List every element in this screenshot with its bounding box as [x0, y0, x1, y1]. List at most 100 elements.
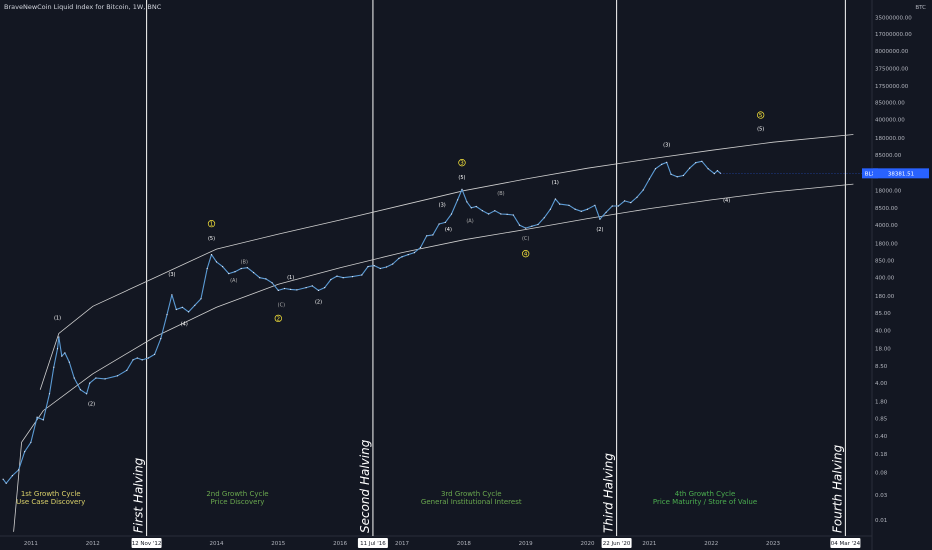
wave-label: (1)	[54, 315, 61, 321]
y-tick-label: 8500.00	[875, 206, 898, 212]
halving-label: Second Halving	[358, 439, 372, 533]
price-point	[689, 167, 691, 169]
price-point	[48, 393, 51, 395]
price-point	[537, 223, 539, 226]
price-point	[413, 252, 415, 254]
price-point	[401, 256, 403, 258]
wave-label: (1)	[287, 275, 294, 281]
price-point	[188, 311, 190, 313]
price-point	[599, 218, 601, 220]
price-point	[132, 359, 134, 361]
channel-lower-curve	[13, 183, 854, 532]
price-series-line	[2, 160, 721, 484]
cycle-subtitle: General Institutional Interest	[421, 498, 522, 506]
price-tag-box	[873, 168, 929, 179]
price-point	[154, 353, 156, 355]
price-point	[166, 314, 168, 316]
price-point	[385, 266, 388, 268]
price-point	[171, 294, 173, 296]
y-tick-label: 400000.00	[875, 118, 905, 124]
price-point	[64, 352, 66, 354]
price-point	[470, 207, 472, 209]
price-point	[676, 176, 678, 178]
price-point	[407, 254, 409, 256]
price-point	[373, 265, 375, 267]
price-point	[200, 298, 202, 300]
price-point	[580, 210, 582, 212]
y-tick-label: 0.08	[875, 471, 888, 477]
price-point	[594, 204, 596, 206]
x-tick-label: 2014	[209, 541, 223, 547]
wave-label: 3	[460, 161, 464, 167]
y-tick-label: 0.85	[875, 417, 888, 423]
price-point	[654, 168, 657, 170]
wave-circle-marker	[207, 219, 216, 228]
wave-label: 1	[210, 222, 214, 228]
price-point	[116, 375, 119, 377]
price-point	[18, 469, 20, 471]
price-point	[475, 205, 477, 208]
wave-label: (4)	[723, 198, 730, 204]
price-point	[58, 336, 60, 338]
wave-label: (B)	[497, 191, 504, 197]
price-point	[5, 482, 7, 484]
price-point	[215, 261, 218, 263]
cycle-subtitle: Price Maturity / Store of Value	[653, 498, 757, 506]
halving-label: Fourth Halving	[830, 444, 844, 533]
y-tick-label: 8.50	[875, 364, 888, 370]
price-point	[568, 204, 570, 206]
x-tick-label: 2015	[271, 541, 285, 547]
x-tick-label: 2018	[457, 541, 471, 547]
price-point	[559, 203, 561, 205]
price-point	[330, 278, 332, 281]
wave-label: 5	[759, 113, 763, 119]
price-point	[147, 357, 149, 359]
price-point	[36, 416, 38, 418]
price-point	[30, 441, 32, 443]
price-point	[494, 210, 496, 212]
wave-label: 2	[277, 316, 281, 322]
halving-label: First Halving	[132, 457, 146, 533]
y-tick-label: 850.00	[875, 258, 895, 264]
price-point	[361, 274, 363, 276]
price-point	[367, 266, 369, 268]
price-point	[682, 174, 685, 177]
price-point	[283, 287, 286, 290]
price-point	[68, 361, 70, 363]
x-tick-label: 2023	[766, 541, 780, 547]
price-point	[525, 227, 527, 229]
wave-label: (1)	[552, 180, 559, 186]
price-point	[61, 355, 63, 357]
price-point	[543, 217, 545, 219]
x-tick-label: 2011	[24, 541, 38, 547]
price-point	[461, 188, 463, 190]
price-point	[11, 475, 13, 477]
x-tick-label: 2021	[642, 541, 656, 547]
price-point	[234, 271, 236, 273]
wave-label: (3)	[439, 203, 446, 209]
price-point	[73, 377, 75, 379]
y-tick-label: 4.00	[875, 381, 888, 387]
halving-label: Third Halving	[602, 453, 616, 533]
y-tick-label: 18000.00	[875, 189, 902, 195]
price-point	[450, 213, 453, 215]
cycle-title: 3rd Growth Cycle	[441, 490, 502, 498]
price-point	[240, 267, 242, 270]
wave-label: (5)	[458, 175, 465, 181]
price-point	[444, 221, 446, 223]
y-tick-label: 850000.00	[875, 100, 905, 106]
price-point	[317, 289, 320, 291]
x-tick-label: 04 Mar '24	[831, 541, 861, 547]
price-point	[95, 377, 97, 379]
price-point	[670, 173, 672, 175]
y-tick-label: 35000000.00	[875, 15, 912, 21]
x-tick-label: 2022	[704, 541, 718, 547]
price-symbol-label: BLX	[865, 171, 876, 177]
price-axis-panel	[872, 0, 932, 550]
y-tick-label: 18.00	[875, 347, 891, 353]
currency-label: BTC	[915, 5, 926, 11]
price-point	[265, 278, 267, 280]
price-point	[79, 389, 81, 391]
price-point	[506, 213, 508, 215]
